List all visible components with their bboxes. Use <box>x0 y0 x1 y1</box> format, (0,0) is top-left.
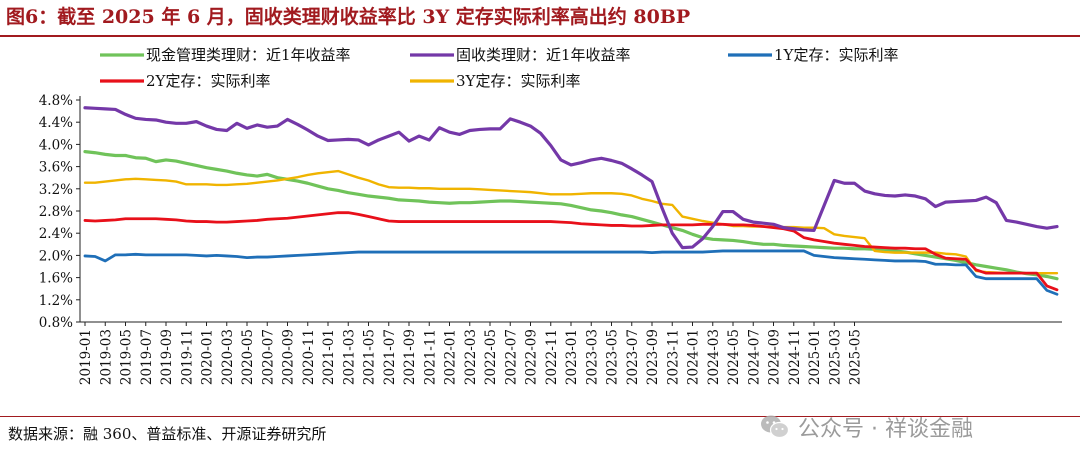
x-tick-label: 2023-07 <box>625 329 641 385</box>
x-tick-label: 2021-07 <box>382 329 398 385</box>
line-chart: 现金管理类理财：近1年收益率 固收类理财：近1年收益率 1Y定存：实际利率 2Y定存：… <box>39 46 1062 385</box>
x-tick-label: 2019-07 <box>139 329 155 385</box>
x-tick-label: 2025-03 <box>827 329 843 385</box>
legend-label-d3y: 3Y定存：实际利率 <box>456 72 580 90</box>
x-tick-label: 2020-07 <box>260 329 276 385</box>
chart-legend: 现金管理类理财：近1年收益率 固收类理财：近1年收益率 1Y定存：实际利率 2Y定存：… <box>100 46 898 90</box>
series-line-fixed <box>83 106 1059 250</box>
series-line-cash <box>83 150 1059 281</box>
x-tick-label: 2019-09 <box>159 329 175 385</box>
x-tick-label: 2019-05 <box>119 329 135 385</box>
x-tick-label: 2019-03 <box>98 329 114 385</box>
series-line-d2y <box>83 211 1059 292</box>
x-tick-label: 2021-09 <box>402 329 418 385</box>
source-note: 数据来源：融 360、普益标准、开源证券研究所 <box>8 425 327 443</box>
y-tick-label: 1.6% <box>39 271 73 287</box>
y-tick-label: 3.6% <box>39 160 73 176</box>
x-tick-label: 2023-03 <box>584 329 600 385</box>
series-line-d3y <box>83 169 1059 275</box>
y-axis: 0.8% 1.2% 1.6% 2.0% 2.4% 2.8% 3.2% 3.6% 4.0% 4.4%… <box>39 93 81 331</box>
x-tick-label: 2024-01 <box>686 329 702 385</box>
y-tick-label: 4.0% <box>39 137 73 153</box>
y-tick-label: 4.4% <box>39 115 73 131</box>
x-tick-label: 2024-11 <box>787 329 803 385</box>
x-tick-label: 2021-11 <box>422 329 438 385</box>
title-divider <box>0 35 1080 37</box>
x-tick-label: 2020-05 <box>240 329 256 385</box>
legend-label-d1y: 1Y定存：实际利率 <box>774 46 898 64</box>
x-tick-label: 2024-05 <box>726 329 742 385</box>
x-tick-label: 2025-01 <box>807 329 823 385</box>
x-tick-label: 2022-07 <box>503 329 519 385</box>
x-tick-label: 2020-11 <box>301 329 317 385</box>
y-tick-label: 0.8% <box>39 315 73 331</box>
x-tick-label: 2022-01 <box>443 329 459 385</box>
x-tick-label: 2021-01 <box>321 329 337 385</box>
x-tick-label: 2023-05 <box>605 329 621 385</box>
x-tick-label: 2025-05 <box>848 329 864 385</box>
page-title: 图6：截至 2025 年 6 月，固收类理财收益率比 3Y 定存实际利率高出约 … <box>6 6 691 28</box>
x-tick-label: 2023-11 <box>665 329 681 385</box>
x-tick-label: 2020-09 <box>281 329 297 385</box>
plot-area <box>83 106 1059 296</box>
x-tick-label: 2023-09 <box>645 329 661 385</box>
x-tick-label: 2019-01 <box>78 329 94 385</box>
y-tick-label: 2.8% <box>39 204 73 220</box>
y-tick-label: 2.4% <box>39 226 73 242</box>
x-tick-label: 2022-05 <box>483 329 499 385</box>
x-axis: 2019-01 2019-03 2019-05 2019-07 2019-09 2019-… <box>78 321 1062 385</box>
y-tick-label: 4.8% <box>39 93 73 109</box>
series-line-d1y <box>83 249 1059 296</box>
legend-label-fixed: 固收类理财：近1年收益率 <box>456 46 631 64</box>
x-tick-label: 2021-05 <box>362 329 378 385</box>
x-tick-label: 2022-11 <box>544 329 560 385</box>
y-tick-label: 3.2% <box>39 182 73 198</box>
wechat-icon <box>760 414 790 440</box>
x-tick-label: 2024-09 <box>767 329 783 385</box>
x-tick-label: 2021-03 <box>341 329 357 385</box>
x-tick-label: 2020-01 <box>200 329 216 385</box>
x-tick-label: 2022-03 <box>463 329 479 385</box>
x-tick-label: 2024-03 <box>706 329 722 385</box>
x-tick-label: 2024-07 <box>746 329 762 385</box>
x-tick-label: 2022-09 <box>524 329 540 385</box>
watermark-text: 公众号 · 祥谈金融 <box>798 417 973 442</box>
legend-label-cash: 现金管理类理财：近1年收益率 <box>146 46 351 64</box>
footer-divider <box>0 416 1080 417</box>
y-tick-label: 2.0% <box>39 248 73 264</box>
x-tick-label: 2020-03 <box>220 329 236 385</box>
x-tick-label: 2019-11 <box>179 329 195 385</box>
x-tick-label: 2023-01 <box>564 329 580 385</box>
y-tick-label: 1.2% <box>39 293 73 309</box>
watermark: 公众号 · 祥谈金融 <box>760 410 973 444</box>
legend-label-d2y: 2Y定存：实际利率 <box>146 72 270 90</box>
